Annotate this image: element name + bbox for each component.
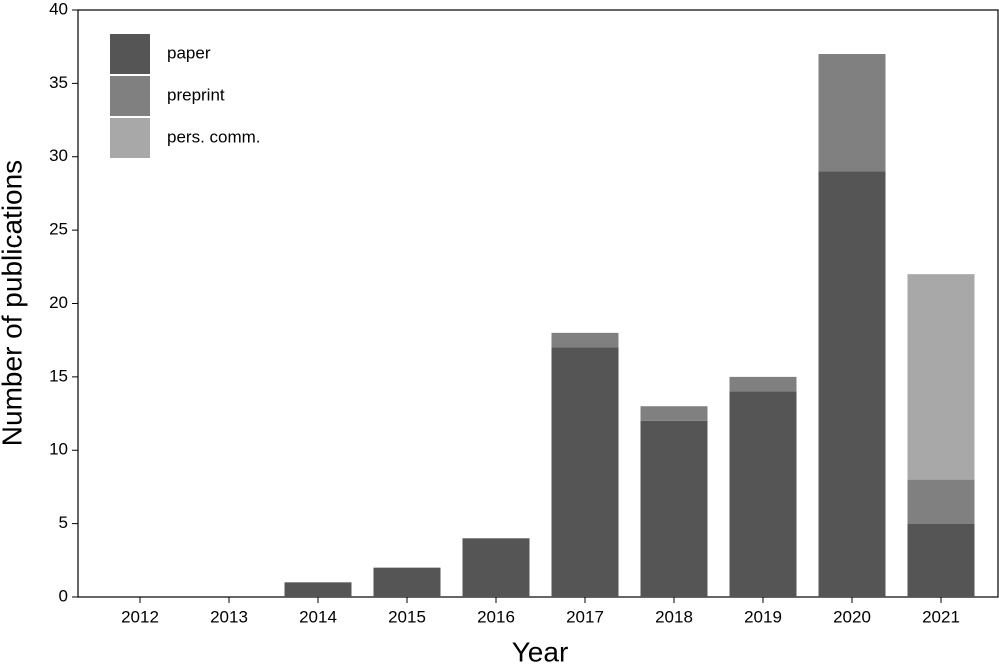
bar-segment	[907, 479, 975, 524]
bar-segment	[640, 406, 708, 421]
bar-segment	[640, 420, 708, 597]
y-tick-label: 30	[49, 146, 68, 165]
y-tick-label: 40	[49, 0, 68, 18]
bar-segment	[551, 347, 619, 597]
bar-segment	[907, 523, 975, 597]
bar-segment	[907, 274, 975, 480]
x-tick-label: 2019	[744, 607, 782, 626]
legend-swatch	[110, 34, 150, 74]
bar-segment	[551, 332, 619, 348]
x-tick-label: 2017	[566, 607, 604, 626]
x-tick-label: 2020	[833, 607, 871, 626]
bar-segment	[818, 54, 886, 172]
x-tick-label: 2015	[388, 607, 426, 626]
y-tick-label: 20	[49, 293, 68, 312]
x-tick-label: 2021	[922, 607, 960, 626]
y-tick-label: 0	[59, 586, 68, 605]
y-tick-label: 15	[49, 366, 68, 385]
x-tick-label: 2014	[299, 607, 337, 626]
y-axis-title: Number of publications	[0, 160, 27, 446]
bar-segment	[729, 391, 797, 597]
y-tick-label: 10	[49, 440, 68, 459]
bar-segment	[462, 538, 530, 597]
y-tick-label: 25	[49, 220, 68, 239]
x-axis-title: Year	[512, 636, 569, 666]
bar-segment	[284, 582, 352, 597]
y-tick-label: 35	[49, 73, 68, 92]
bar-segment	[729, 376, 797, 392]
x-tick-label: 2016	[477, 607, 515, 626]
x-tick-label: 2013	[210, 607, 248, 626]
legend-swatch	[110, 118, 150, 158]
legend-label: pers. comm.	[167, 127, 261, 146]
x-tick-label: 2018	[655, 607, 693, 626]
legend-label: paper	[167, 43, 211, 62]
bar-segment	[373, 567, 441, 597]
bar-segment	[818, 171, 886, 598]
x-tick-label: 2012	[121, 607, 159, 626]
y-tick-label: 5	[59, 513, 68, 532]
legend-swatch	[110, 76, 150, 116]
legend-label: preprint	[167, 85, 225, 104]
